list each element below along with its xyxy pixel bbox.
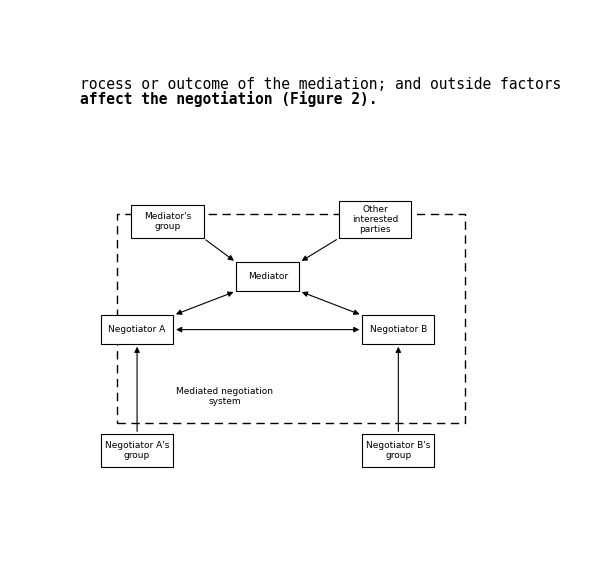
- Text: Negotiator A's
group: Negotiator A's group: [105, 441, 169, 460]
- Text: Mediator: Mediator: [247, 272, 288, 281]
- Text: Negotiator B's
group: Negotiator B's group: [366, 441, 430, 460]
- Text: Negotiator A: Negotiator A: [108, 325, 166, 334]
- Bar: [339, 201, 411, 238]
- Bar: [362, 315, 435, 344]
- Text: Other
interested
parties: Other interested parties: [352, 205, 398, 235]
- Bar: [117, 214, 465, 423]
- Bar: [101, 315, 173, 344]
- Text: Mediator's
group: Mediator's group: [144, 212, 191, 232]
- Bar: [236, 263, 299, 291]
- Text: Mediated negotiation
system: Mediated negotiation system: [176, 387, 273, 407]
- Bar: [131, 205, 203, 238]
- Text: affect the negotiation (Figure 2).: affect the negotiation (Figure 2).: [80, 92, 377, 108]
- Text: rocess or outcome of the mediation; and outside factors: rocess or outcome of the mediation; and …: [80, 77, 561, 92]
- Text: Negotiator B: Negotiator B: [370, 325, 427, 334]
- Bar: [101, 434, 173, 467]
- Bar: [362, 434, 435, 467]
